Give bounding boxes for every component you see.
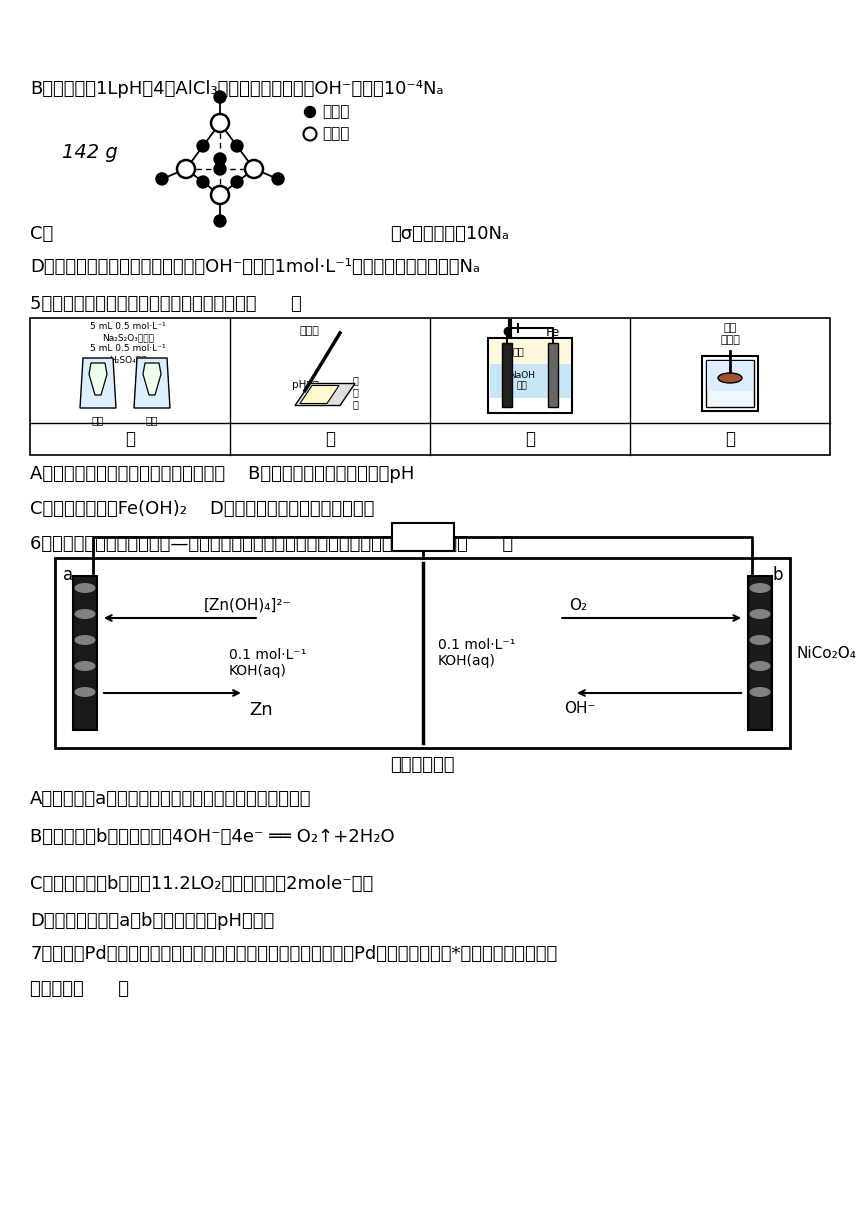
- Ellipse shape: [750, 662, 771, 671]
- Text: 0.1 mol·L⁻¹
KOH(aq): 0.1 mol·L⁻¹ KOH(aq): [438, 638, 515, 669]
- Bar: [707, 361, 753, 392]
- Circle shape: [156, 173, 168, 185]
- Text: 甲: 甲: [125, 430, 135, 447]
- Text: A．放电时，a极是原电池的正极，充电时与电源正极相连: A．放电时，a极是原电池的正极，充电时与电源正极相连: [30, 790, 311, 807]
- Text: [Zn(OH)₄]²⁻: [Zn(OH)₄]²⁻: [204, 598, 292, 613]
- Text: O₂: O₂: [569, 598, 587, 613]
- Ellipse shape: [750, 582, 771, 593]
- Text: 0.1 mol·L⁻¹
KOH(aq): 0.1 mol·L⁻¹ KOH(aq): [229, 648, 306, 679]
- Circle shape: [214, 91, 226, 103]
- Ellipse shape: [718, 373, 742, 383]
- Ellipse shape: [75, 687, 95, 697]
- Bar: [489, 365, 570, 398]
- Text: pH试纸: pH试纸: [292, 381, 319, 390]
- Text: 5．下列装置或操作能达到相应实验目的的是（      ）: 5．下列装置或操作能达到相应实验目的的是（ ）: [30, 295, 302, 313]
- Text: a: a: [63, 565, 73, 584]
- Text: Zn: Zn: [249, 700, 273, 719]
- Bar: [548, 343, 558, 406]
- Text: OH⁻: OH⁻: [564, 700, 596, 716]
- Ellipse shape: [750, 687, 771, 697]
- Polygon shape: [89, 364, 107, 395]
- Bar: [488, 338, 572, 413]
- Text: 丙: 丙: [525, 430, 535, 447]
- Text: Fe: Fe: [546, 326, 560, 339]
- Bar: [702, 356, 758, 411]
- Text: 玻
璃
片: 玻 璃 片: [352, 376, 358, 409]
- Text: 玻璃棒: 玻璃棒: [300, 326, 320, 336]
- Circle shape: [197, 176, 209, 188]
- Text: NiCo₂O₄: NiCo₂O₄: [796, 646, 856, 660]
- Text: 6．我国化学家成功开发出锌—空气二次电池，其工作原理如图所示．下列说法正确的是（      ）: 6．我国化学家成功开发出锌—空气二次电池，其工作原理如图所示．下列说法正确的是（…: [30, 535, 513, 553]
- Text: 5 mL 0.5 mol·L⁻¹
Na₂S₂O₃溶液和
5 mL 0.5 mol·L⁻¹
H₂SO₄溶液: 5 mL 0.5 mol·L⁻¹ Na₂S₂O₃溶液和 5 mL 0.5 mol…: [90, 322, 166, 365]
- Circle shape: [211, 114, 229, 133]
- Bar: [73, 576, 97, 730]
- Ellipse shape: [750, 635, 771, 644]
- Bar: [748, 576, 772, 730]
- Text: B．充电时，b极发生反应：4OH⁻－4e⁻ ══ O₂↑+2H₂O: B．充电时，b极发生反应：4OH⁻－4e⁻ ══ O₂↑+2H₂O: [30, 828, 395, 846]
- Text: C: C: [502, 326, 512, 339]
- FancyBboxPatch shape: [391, 523, 453, 551]
- Text: 热水: 热水: [92, 415, 104, 426]
- Bar: [502, 343, 512, 406]
- Circle shape: [304, 128, 316, 141]
- Bar: [706, 360, 754, 407]
- Text: 阴离子交换膜: 阴离子交换膜: [390, 756, 455, 775]
- Polygon shape: [143, 364, 161, 395]
- Text: NaOH
溶液: NaOH 溶液: [509, 371, 535, 390]
- Text: B．常温下，1LpH＝4的AlCl₃溶液中，水电离出的OH⁻数目为10⁻⁴Nₐ: B．常温下，1LpH＝4的AlCl₃溶液中，水电离出的OH⁻数目为10⁻⁴Nₐ: [30, 80, 444, 98]
- Polygon shape: [134, 358, 170, 409]
- Bar: [489, 339, 570, 366]
- Text: 含σ键的数目为10Nₐ: 含σ键的数目为10Nₐ: [390, 225, 509, 243]
- Bar: [55, 558, 790, 748]
- Text: 正确的是（      ）: 正确的是（ ）: [30, 980, 129, 998]
- Circle shape: [245, 161, 263, 178]
- Text: 乙: 乙: [325, 430, 335, 447]
- Text: 铜制
搅拌器: 铜制 搅拌器: [720, 323, 740, 345]
- Text: D．充电过程中，a、b电极附近溶液pH均不变: D．充电过程中，a、b电极附近溶液pH均不变: [30, 912, 274, 930]
- Ellipse shape: [75, 635, 95, 644]
- Text: 冷水: 冷水: [145, 415, 158, 426]
- Circle shape: [231, 176, 243, 188]
- Circle shape: [214, 153, 226, 165]
- Circle shape: [214, 215, 226, 227]
- Text: 142 g: 142 g: [62, 143, 118, 162]
- Circle shape: [177, 161, 195, 178]
- Text: C．利用图丙制备Fe(OH)₂    D．利用图丁测定中和反应反应热: C．利用图丙制备Fe(OH)₂ D．利用图丁测定中和反应反应热: [30, 500, 374, 518]
- Polygon shape: [300, 385, 339, 404]
- Ellipse shape: [75, 662, 95, 671]
- Text: D．用惰性电极电解饱和食盐水，当OH⁻浓度为1mol·L⁻¹时，转移电子的数目为Nₐ: D．用惰性电极电解饱和食盐水，当OH⁻浓度为1mol·L⁻¹时，转移电子的数目为…: [30, 258, 480, 276]
- Text: 丁: 丁: [725, 430, 735, 447]
- Circle shape: [272, 173, 284, 185]
- Circle shape: [211, 186, 229, 204]
- Text: 7．乙炔在Pd表面选择加氢生成乙烯的反应机理如图．其中吸附在Pd表面上的物种用*标注．下列有关说法: 7．乙炔在Pd表面选择加氢生成乙烯的反应机理如图．其中吸附在Pd表面上的物种用*…: [30, 945, 557, 963]
- Circle shape: [214, 163, 226, 175]
- Polygon shape: [80, 358, 116, 409]
- Polygon shape: [295, 383, 355, 405]
- Text: 负载: 负载: [412, 528, 433, 546]
- Ellipse shape: [750, 609, 771, 619]
- Circle shape: [231, 140, 243, 152]
- Text: 氧原子: 氧原子: [322, 105, 349, 119]
- Text: b: b: [772, 565, 783, 584]
- Text: 煤油: 煤油: [512, 347, 524, 356]
- Circle shape: [304, 107, 316, 118]
- Text: A．利用图甲探究温度对反应速率的影响    B．利用图乙粗测新制氯水的pH: A．利用图甲探究温度对反应速率的影响 B．利用图乙粗测新制氯水的pH: [30, 465, 415, 483]
- Text: C．放电时，当b极消耗11.2LO₂时，电路中有2mole⁻通过: C．放电时，当b极消耗11.2LO₂时，电路中有2mole⁻通过: [30, 876, 373, 893]
- Bar: [30, 319, 830, 455]
- Ellipse shape: [75, 582, 95, 593]
- Text: C．: C．: [30, 225, 53, 243]
- Circle shape: [197, 140, 209, 152]
- Ellipse shape: [75, 609, 95, 619]
- Text: 磷原子: 磷原子: [322, 126, 349, 141]
